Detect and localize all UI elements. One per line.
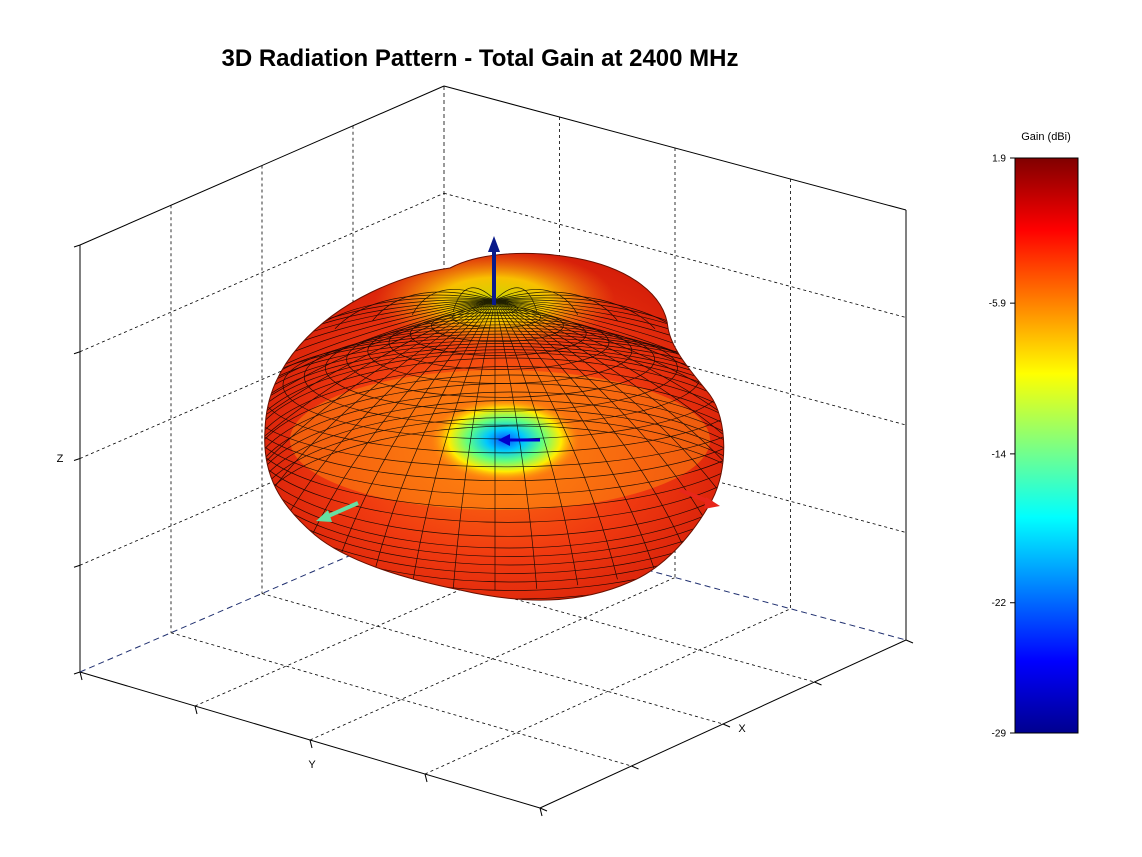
- colorbar-tick-label: 1.9: [992, 154, 1006, 165]
- x-axis-label: X: [738, 723, 746, 735]
- z-axis-arrow: [488, 236, 500, 305]
- x-axis-arrow: [679, 488, 720, 509]
- colorbar: Gain (dBi) 1.9 -5.9 -14 -22 -29: [989, 131, 1079, 740]
- colorbar-gradient: [1014, 157, 1079, 734]
- colorbar-tick-label: -5.9: [989, 299, 1007, 310]
- colorbar-tick-label: -14: [992, 449, 1007, 460]
- colorbar-title: Gain (dBi): [1021, 131, 1071, 143]
- y-axis-label: Y: [308, 759, 316, 771]
- null-direction-arrow: [498, 434, 540, 446]
- z-axis-label: Z: [57, 453, 64, 465]
- axis-arrows: [316, 236, 720, 522]
- y-axis-arrow: [316, 501, 359, 522]
- colorbar-tick-label: -22: [992, 598, 1007, 609]
- chart-title: 3D Radiation Pattern - Total Gain at 240…: [222, 45, 739, 72]
- axis-ticks: [73, 244, 914, 817]
- colorbar-tick-label: -29: [992, 729, 1007, 740]
